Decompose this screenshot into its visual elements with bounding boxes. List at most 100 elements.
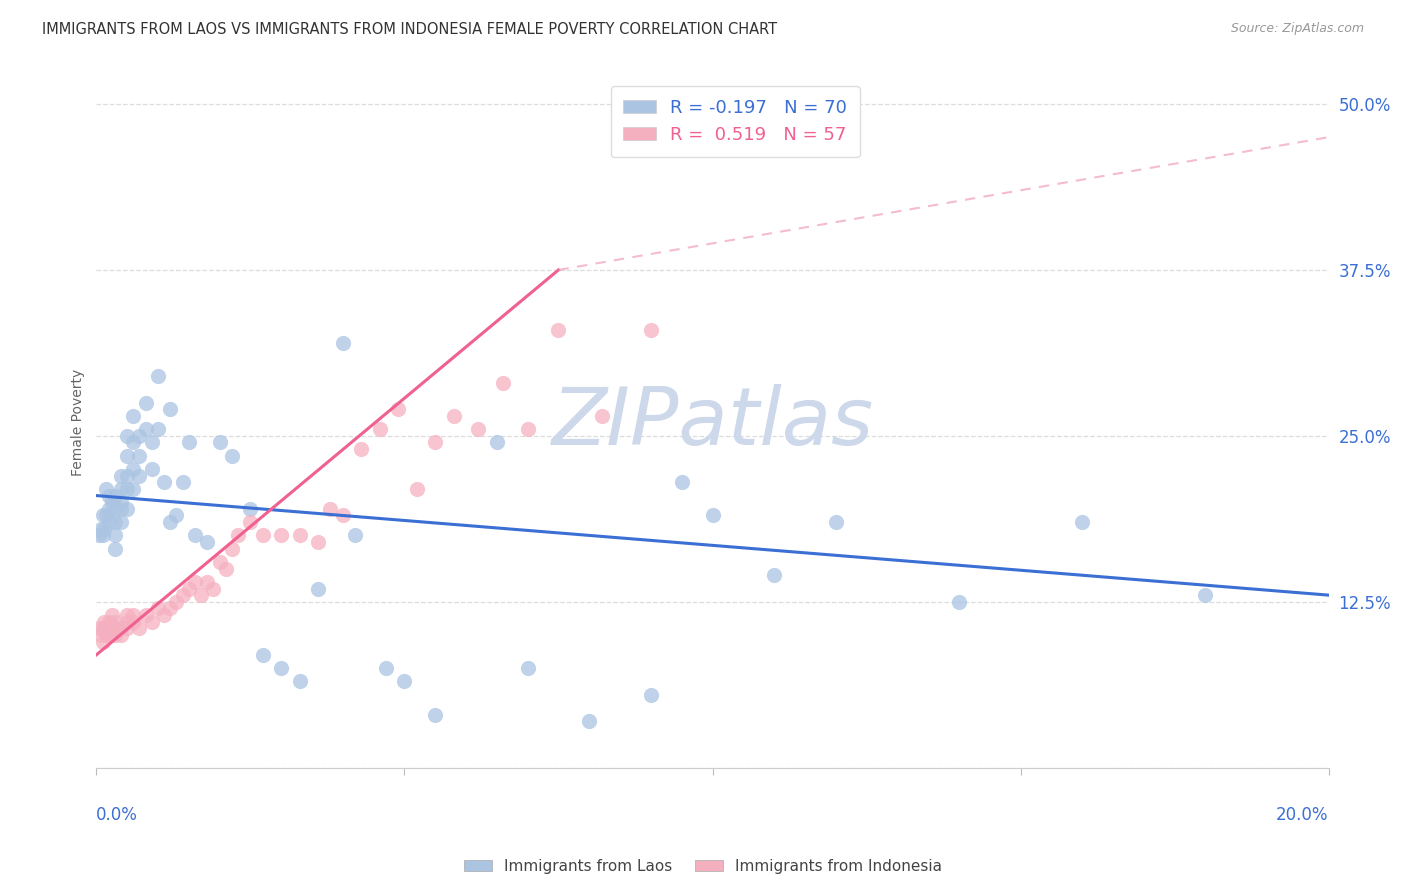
Point bbox=[89, 621, 111, 635]
Point bbox=[104, 489, 127, 503]
Point bbox=[763, 568, 786, 582]
Point bbox=[159, 515, 181, 529]
Point bbox=[91, 508, 114, 523]
Point bbox=[172, 588, 194, 602]
Point bbox=[115, 468, 138, 483]
Point bbox=[221, 541, 243, 556]
Point bbox=[425, 435, 447, 450]
Point bbox=[90, 522, 112, 536]
Point bbox=[90, 628, 112, 642]
Point bbox=[270, 528, 292, 542]
Point bbox=[135, 608, 157, 623]
Point bbox=[89, 528, 111, 542]
Point bbox=[177, 435, 200, 450]
Point bbox=[94, 482, 117, 496]
Point bbox=[115, 449, 138, 463]
Point bbox=[93, 522, 115, 536]
Point bbox=[100, 495, 122, 509]
Point bbox=[122, 409, 145, 423]
Point bbox=[122, 615, 145, 629]
Point bbox=[516, 661, 538, 675]
Point bbox=[344, 528, 367, 542]
Point bbox=[110, 628, 132, 642]
Point bbox=[104, 615, 127, 629]
Point bbox=[640, 323, 662, 337]
Point bbox=[153, 608, 176, 623]
Point bbox=[319, 501, 342, 516]
Point bbox=[177, 582, 200, 596]
Point bbox=[141, 435, 163, 450]
Point bbox=[208, 435, 231, 450]
Point bbox=[135, 422, 157, 436]
Point bbox=[122, 462, 145, 476]
Point bbox=[93, 615, 115, 629]
Point bbox=[91, 528, 114, 542]
Point bbox=[97, 489, 120, 503]
Point bbox=[122, 482, 145, 496]
Point bbox=[1194, 588, 1216, 602]
Point bbox=[221, 449, 243, 463]
Point bbox=[394, 674, 416, 689]
Point bbox=[104, 501, 127, 516]
Point bbox=[91, 634, 114, 648]
Point bbox=[141, 462, 163, 476]
Point bbox=[215, 561, 238, 575]
Point bbox=[190, 588, 212, 602]
Point bbox=[110, 495, 132, 509]
Point bbox=[172, 475, 194, 490]
Point bbox=[405, 482, 427, 496]
Point bbox=[824, 515, 846, 529]
Point bbox=[948, 595, 970, 609]
Point bbox=[425, 707, 447, 722]
Point bbox=[94, 508, 117, 523]
Point bbox=[368, 422, 391, 436]
Point bbox=[128, 429, 150, 443]
Point bbox=[332, 335, 354, 350]
Point bbox=[252, 528, 274, 542]
Y-axis label: Female Poverty: Female Poverty bbox=[72, 369, 86, 476]
Point bbox=[146, 422, 169, 436]
Point bbox=[122, 608, 145, 623]
Point bbox=[307, 535, 329, 549]
Point bbox=[350, 442, 373, 456]
Point bbox=[115, 429, 138, 443]
Point bbox=[288, 528, 311, 542]
Legend: R = -0.197   N = 70, R =  0.519   N = 57: R = -0.197 N = 70, R = 0.519 N = 57 bbox=[610, 87, 859, 157]
Point bbox=[153, 475, 176, 490]
Point bbox=[104, 528, 127, 542]
Point bbox=[115, 621, 138, 635]
Point bbox=[485, 435, 508, 450]
Point bbox=[97, 515, 120, 529]
Point bbox=[159, 601, 181, 615]
Point bbox=[387, 402, 409, 417]
Legend: Immigrants from Laos, Immigrants from Indonesia: Immigrants from Laos, Immigrants from In… bbox=[458, 853, 948, 880]
Point bbox=[184, 574, 207, 589]
Text: 0.0%: 0.0% bbox=[97, 805, 138, 823]
Point bbox=[104, 541, 127, 556]
Point bbox=[104, 515, 127, 529]
Point bbox=[115, 615, 138, 629]
Text: ZIPatlas: ZIPatlas bbox=[551, 384, 873, 461]
Point bbox=[159, 402, 181, 417]
Point bbox=[110, 468, 132, 483]
Point bbox=[115, 482, 138, 496]
Point bbox=[97, 621, 120, 635]
Point bbox=[640, 688, 662, 702]
Point bbox=[270, 661, 292, 675]
Point bbox=[443, 409, 465, 423]
Text: IMMIGRANTS FROM LAOS VS IMMIGRANTS FROM INDONESIA FEMALE POVERTY CORRELATION CHA: IMMIGRANTS FROM LAOS VS IMMIGRANTS FROM … bbox=[42, 22, 778, 37]
Point bbox=[128, 449, 150, 463]
Point bbox=[516, 422, 538, 436]
Point bbox=[239, 515, 262, 529]
Point bbox=[165, 508, 187, 523]
Point bbox=[128, 468, 150, 483]
Point bbox=[100, 608, 122, 623]
Point bbox=[671, 475, 693, 490]
Point bbox=[96, 628, 118, 642]
Point bbox=[208, 555, 231, 569]
Point bbox=[115, 501, 138, 516]
Point bbox=[104, 621, 127, 635]
Point bbox=[97, 501, 120, 516]
Point bbox=[110, 501, 132, 516]
Point bbox=[307, 582, 329, 596]
